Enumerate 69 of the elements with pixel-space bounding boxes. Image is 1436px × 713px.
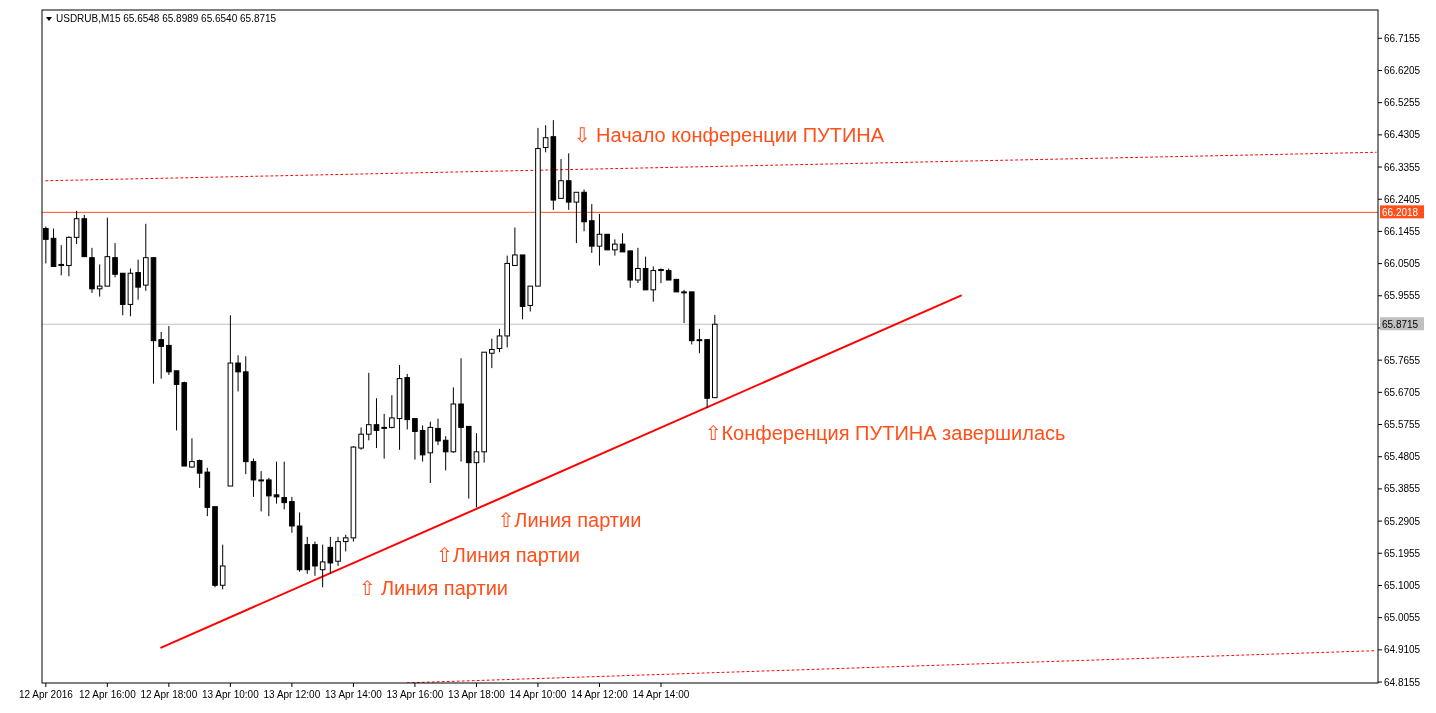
- y-tick-label: 65.5755: [1384, 419, 1421, 431]
- candlestick: [381, 413, 387, 460]
- candlestick: [389, 394, 395, 429]
- y-tick-label: 64.9105: [1384, 644, 1421, 656]
- chart-title: USDRUB,M15 65.6548 65.8989 65.6540 65.8715: [56, 13, 277, 24]
- annotation: ⇧Линия партии: [497, 509, 642, 532]
- y-tick-label: 65.1005: [1384, 579, 1421, 591]
- y-tick-label: 66.1455: [1384, 225, 1421, 237]
- x-tick-label: 14 Apr 10:00: [509, 689, 567, 700]
- candlestick: [335, 536, 341, 567]
- candlestick: [635, 247, 641, 284]
- candlestick: [158, 331, 164, 380]
- candlestick: [58, 244, 65, 276]
- y-tick-label: 65.4805: [1384, 451, 1421, 463]
- y-tick-label: 65.3855: [1384, 483, 1421, 495]
- annotation: ⇧Конференция ПУТИНА завершилась: [704, 421, 1066, 444]
- x-tick-label: 13 Apr 16:00: [386, 689, 444, 700]
- y-tick-label: 66.6205: [1384, 64, 1421, 76]
- y-tick-label: 66.2405: [1384, 193, 1421, 205]
- y-tick-label: 66.5255: [1384, 97, 1421, 109]
- annotation: ⇧ Линия партии: [358, 577, 508, 600]
- candlestick: [235, 354, 241, 392]
- candlestick: [189, 437, 195, 469]
- x-tick-label: 13 Apr 12:00: [263, 689, 321, 700]
- candlestick: [281, 461, 288, 510]
- x-tick-label: 13 Apr 18:00: [448, 689, 506, 700]
- candlestick: [458, 357, 464, 463]
- y-tick-label: 65.9555: [1384, 290, 1421, 302]
- annotation: ⇧Линия партии: [436, 544, 580, 567]
- candlestick: [312, 541, 318, 577]
- x-tick-label: 14 Apr 14:00: [632, 689, 690, 700]
- y-tick-label: 66.4305: [1384, 129, 1421, 141]
- x-tick-label: 14 Apr 12:00: [571, 689, 629, 700]
- candlestick: [658, 268, 664, 284]
- candlestick: [512, 227, 518, 266]
- candlestick: [258, 470, 264, 512]
- candlestick: [435, 418, 441, 446]
- y-tick-label: 66.0505: [1384, 258, 1421, 270]
- candlestick: [681, 289, 687, 324]
- y-tick-label: 65.0055: [1384, 612, 1421, 624]
- candlestick: [219, 544, 226, 590]
- x-tick-label: 12 Apr 18:00: [140, 689, 198, 700]
- candlestick: [112, 242, 118, 278]
- y-tick-label: 65.6705: [1384, 386, 1421, 398]
- y-tick-label: 65.2905: [1384, 515, 1421, 527]
- candlestick: [558, 158, 564, 199]
- x-tick-label: 12 Apr 16:00: [79, 689, 137, 700]
- y-tick-label: 66.3355: [1384, 161, 1421, 173]
- x-tick-label: 13 Apr 10:00: [202, 689, 260, 700]
- ref-line-label: 66.2018: [1382, 206, 1419, 218]
- candlestick: [619, 232, 626, 253]
- annotation: ⇩ Начало конференции ПУТИНА: [573, 124, 885, 147]
- candlestick: [412, 418, 418, 461]
- candlestick: [266, 477, 272, 517]
- y-tick-label: 66.7155: [1384, 32, 1421, 44]
- candlestick: [496, 328, 503, 353]
- y-tick-label: 65.1955: [1384, 547, 1421, 559]
- candlestick: [358, 426, 364, 451]
- y-tick-label: 65.7655: [1384, 354, 1421, 366]
- y-tick-label: 64.8155: [1384, 676, 1421, 688]
- candlestick: [273, 461, 280, 505]
- candlestick: [365, 372, 372, 441]
- candlestick: [373, 397, 380, 449]
- ref-line-label: 65.8715: [1382, 318, 1419, 330]
- x-tick-label: 12 Apr 2016: [18, 689, 74, 700]
- candlestick: [489, 338, 495, 369]
- candlestick: [135, 259, 141, 301]
- candlestick: [596, 213, 603, 266]
- x-tick-label: 13 Apr 14:00: [325, 689, 383, 700]
